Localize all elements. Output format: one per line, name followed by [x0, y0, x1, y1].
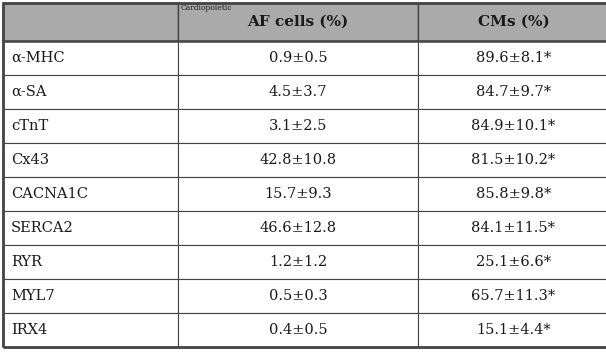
Text: 84.1±11.5*: 84.1±11.5*	[471, 221, 556, 235]
Text: CACNA1C: CACNA1C	[11, 187, 88, 201]
Bar	[418, 143, 606, 177]
Text: 0.5±0.3: 0.5±0.3	[268, 289, 327, 303]
Text: 25.1±6.6*: 25.1±6.6*	[476, 255, 551, 269]
Bar	[3, 245, 178, 279]
Bar	[3, 3, 178, 41]
Bar	[3, 211, 178, 245]
Text: 81.5±10.2*: 81.5±10.2*	[471, 153, 556, 167]
Bar	[3, 279, 178, 313]
Text: 4.5±3.7: 4.5±3.7	[268, 85, 327, 99]
Bar	[418, 75, 606, 109]
Text: 15.1±4.4*: 15.1±4.4*	[476, 323, 551, 337]
Bar	[418, 41, 606, 75]
Bar	[3, 75, 178, 109]
Bar	[178, 109, 418, 143]
Text: 89.6±8.1*: 89.6±8.1*	[476, 51, 551, 65]
Text: Cardiopoietic: Cardiopoietic	[181, 4, 233, 12]
Text: 84.7±9.7*: 84.7±9.7*	[476, 85, 551, 99]
Bar	[418, 3, 606, 41]
Text: 15.7±9.3: 15.7±9.3	[264, 187, 332, 201]
Text: 46.6±12.8: 46.6±12.8	[259, 221, 336, 235]
Text: SERCA2: SERCA2	[11, 221, 74, 235]
Bar	[178, 313, 418, 347]
Bar	[418, 313, 606, 347]
Text: α-MHC: α-MHC	[11, 51, 65, 65]
Bar	[418, 211, 606, 245]
Bar	[3, 313, 178, 347]
Bar	[178, 245, 418, 279]
Bar	[178, 211, 418, 245]
Bar	[418, 109, 606, 143]
Text: 0.4±0.5: 0.4±0.5	[268, 323, 327, 337]
Text: RYR: RYR	[11, 255, 42, 269]
Bar	[3, 143, 178, 177]
Bar	[3, 177, 178, 211]
Text: Cx43: Cx43	[11, 153, 49, 167]
Bar	[178, 279, 418, 313]
Text: MYL7: MYL7	[11, 289, 55, 303]
Text: AF cells (%): AF cells (%)	[247, 15, 348, 29]
Text: 0.9±0.5: 0.9±0.5	[268, 51, 327, 65]
Bar	[178, 177, 418, 211]
Text: CMs (%): CMs (%)	[478, 15, 550, 29]
Bar	[178, 3, 418, 41]
Bar	[178, 143, 418, 177]
Text: α-SA: α-SA	[11, 85, 47, 99]
Text: IRX4: IRX4	[11, 323, 47, 337]
Bar	[3, 109, 178, 143]
Bar	[418, 279, 606, 313]
Text: 65.7±11.3*: 65.7±11.3*	[471, 289, 556, 303]
Text: 42.8±10.8: 42.8±10.8	[259, 153, 336, 167]
Text: 3.1±2.5: 3.1±2.5	[269, 119, 327, 133]
Bar	[3, 41, 178, 75]
Text: 85.8±9.8*: 85.8±9.8*	[476, 187, 551, 201]
Bar	[178, 75, 418, 109]
Bar	[418, 245, 606, 279]
Text: cTnT: cTnT	[11, 119, 48, 133]
Text: 1.2±1.2: 1.2±1.2	[269, 255, 327, 269]
Bar	[418, 177, 606, 211]
Text: 84.9±10.1*: 84.9±10.1*	[471, 119, 556, 133]
Bar	[178, 41, 418, 75]
